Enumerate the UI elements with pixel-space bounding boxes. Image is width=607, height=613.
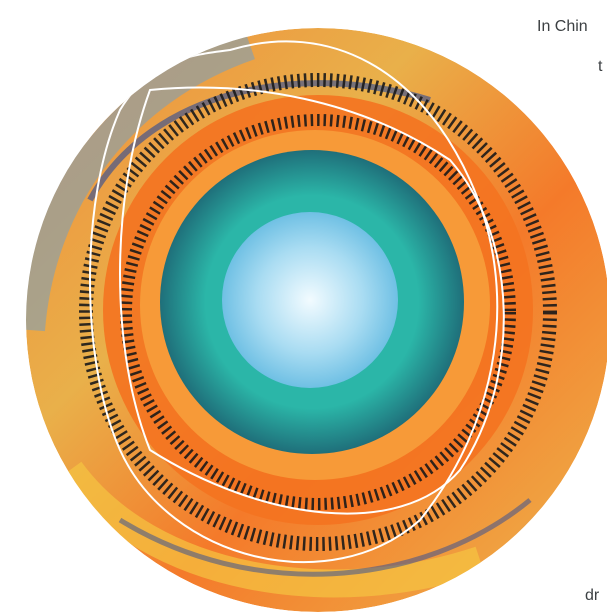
text-line: In Chin: [537, 18, 588, 35]
painting: [26, 28, 607, 612]
text-line: dr: [585, 587, 600, 604]
text-line: t: [598, 58, 603, 75]
